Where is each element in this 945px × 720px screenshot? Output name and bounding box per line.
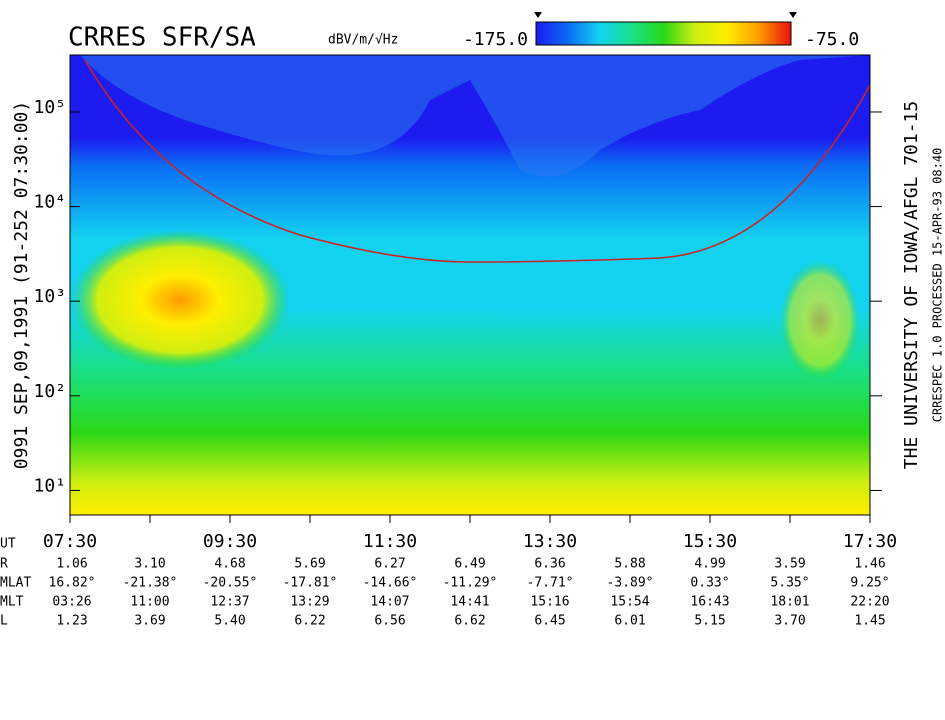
colorbar-max: -75.0: [805, 29, 859, 50]
footer-label: CRRESPEC 1.0 PROCESSED 15-APR-93 08:40: [931, 148, 945, 423]
cell: 3.59: [774, 557, 805, 572]
colorbar: [535, 21, 792, 46]
cell: 15:16: [530, 595, 569, 610]
cell: 1.46: [854, 557, 885, 572]
cell: 1.45: [854, 614, 885, 629]
cell: 6.01: [614, 614, 645, 629]
cell: 6.62: [454, 614, 485, 629]
cell: 3.69: [134, 614, 165, 629]
cell: -3.89°: [607, 576, 654, 591]
cell: 5.35°: [770, 576, 809, 591]
cell: 0.33°: [690, 576, 729, 591]
cell: -21.38°: [123, 576, 178, 591]
row-label: MLAT: [0, 576, 31, 591]
cell: 15:54: [610, 595, 649, 610]
cyclotron-line: [84, 59, 870, 263]
row-label: MLT: [0, 595, 24, 610]
cell: 3.10: [134, 557, 165, 572]
colorbar-pointer: [534, 12, 797, 18]
chart-title: CRRES SFR/SA: [68, 23, 256, 53]
y-tick-label: 10²: [33, 381, 66, 402]
row-label: R: [0, 557, 8, 572]
spectrogram: [70, 55, 870, 515]
cell: 5.40: [214, 614, 245, 629]
cell: -7.71°: [527, 576, 574, 591]
cell: -17.81°: [283, 576, 338, 591]
cell: 6.45: [534, 614, 565, 629]
y-tick-label: 10¹: [33, 475, 66, 496]
cell: 5.88: [614, 557, 645, 572]
cell: 11:00: [130, 595, 169, 610]
cell: -20.55°: [203, 576, 258, 591]
cell: 18:01: [770, 595, 809, 610]
cell: 13:29: [290, 595, 329, 610]
cell: 4.99: [694, 557, 725, 572]
cell: -11.29°: [443, 576, 498, 591]
cell: 6.36: [534, 557, 565, 572]
cell: 1.06: [56, 557, 87, 572]
cell: 1.23: [56, 614, 87, 629]
cell: 4.68: [214, 557, 245, 572]
spectrogram-blob: [780, 260, 860, 380]
cell: 5.69: [294, 557, 325, 572]
cell: 5.15: [694, 614, 725, 629]
spectrogram-blob: [70, 230, 290, 370]
x-tick-label: 07:30: [43, 531, 97, 552]
y-tick-label: 10⁴: [33, 192, 66, 213]
x-tick-label: 09:30: [203, 531, 257, 552]
cell: 14:07: [370, 595, 409, 610]
cell: -14.66°: [363, 576, 418, 591]
x-tick-label: 13:30: [523, 531, 577, 552]
cell: 12:37: [210, 595, 249, 610]
cell: 3.70: [774, 614, 805, 629]
cell: 16.82°: [49, 576, 96, 591]
cell: 6.27: [374, 557, 405, 572]
colorbar-min: -175.0: [463, 29, 528, 50]
ut-label: UT: [0, 537, 16, 552]
spectrogram-band: [80, 55, 870, 177]
cell: 6.56: [374, 614, 405, 629]
cell: 6.49: [454, 557, 485, 572]
cell: 9.25°: [850, 576, 889, 591]
cell: 22:20: [850, 595, 889, 610]
cell: 16:43: [690, 595, 729, 610]
row-label: L: [0, 614, 8, 629]
right-label: THE UNIVERSITY OF IOWA/AFGL 701-15: [901, 101, 922, 469]
left-label: 0991 SEP,09,1991 (91-252 07:30:00): [11, 101, 32, 469]
x-tick-label: 17:30: [843, 531, 897, 552]
x-tick-label: 15:30: [683, 531, 737, 552]
y-tick-label: 10³: [33, 286, 66, 307]
y-tick-label: 10⁵: [33, 97, 66, 118]
x-tick-label: 11:30: [363, 531, 417, 552]
cell: 03:26: [52, 595, 91, 610]
cell: 6.22: [294, 614, 325, 629]
cell: 14:41: [450, 595, 489, 610]
colorbar-unit: dBV/m/√Hz: [328, 33, 398, 48]
